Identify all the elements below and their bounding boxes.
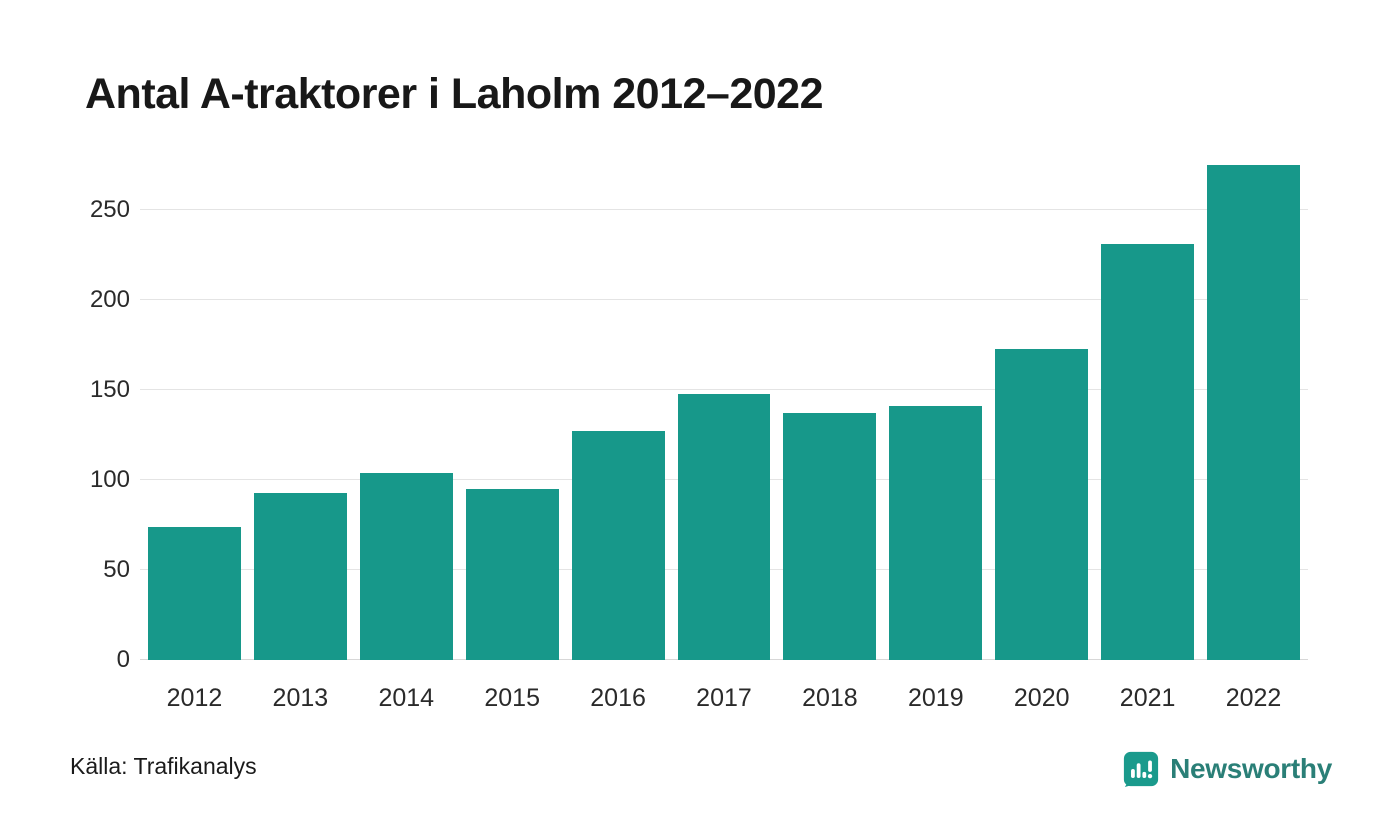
y-axis-tick-label: 150: [89, 376, 130, 403]
chart-title: Antal A-traktorer i Laholm 2012–2022: [85, 70, 824, 118]
y-axis-tick-label: 100: [89, 466, 130, 493]
x-axis-tick-label: 2019: [907, 684, 964, 712]
bar-2014: [359, 472, 453, 660]
x-axis-tick-label: 2015: [484, 684, 540, 712]
bar-2012: [148, 526, 241, 660]
bar-2018: [783, 413, 877, 660]
brand: Newsworthy: [1122, 750, 1332, 788]
newsworthy-logo-icon: [1122, 750, 1160, 788]
y-axis-tick-label: 0: [116, 646, 130, 673]
brand-name: Newsworthy: [1170, 753, 1332, 784]
x-axis-tick-label: 2012: [166, 684, 223, 712]
x-axis-tick-label: 2016: [590, 684, 646, 712]
x-axis-tick-label: 2020: [1013, 684, 1070, 712]
bar-2016: [571, 431, 665, 660]
gridline: [140, 389, 1308, 390]
y-axis: 0 50 100 150 200 250: [60, 165, 130, 672]
plot-area: [140, 165, 1308, 660]
x-axis-tick-label: 2018: [802, 684, 858, 712]
bar-2020: [995, 348, 1089, 660]
x-axis: 2012 2013 2014 2015 2016 2017 2018 2019 2020 2021…: [140, 684, 1308, 713]
x-axis-tick-label: 2022: [1225, 684, 1282, 712]
x-axis-tick-label: 2014: [378, 684, 435, 712]
x-axis-tick-label: 2017: [696, 684, 752, 712]
y-axis-tick-label: 50: [103, 556, 130, 583]
y-axis-tick-label: 250: [89, 196, 130, 223]
bar-chart: 0 50 100 150 200 250 2012 2013 2014 2015 2016 2017…: [0, 165, 1400, 712]
gridline: [140, 299, 1308, 300]
bars: [140, 165, 1308, 660]
gridline: [140, 209, 1308, 210]
y-axis-tick-label: 200: [89, 286, 130, 313]
bar-2019: [889, 406, 983, 660]
bar-2013: [253, 492, 347, 660]
x-axis-tick-label: 2021: [1119, 684, 1176, 712]
bar-2022: [1207, 165, 1300, 660]
x-axis-tick-label: 2013: [272, 684, 329, 712]
bar-2021: [1101, 244, 1195, 660]
bar-2017: [677, 393, 771, 660]
source-label: Källa: Trafikanalys: [70, 753, 257, 779]
bar-2015: [465, 489, 559, 660]
